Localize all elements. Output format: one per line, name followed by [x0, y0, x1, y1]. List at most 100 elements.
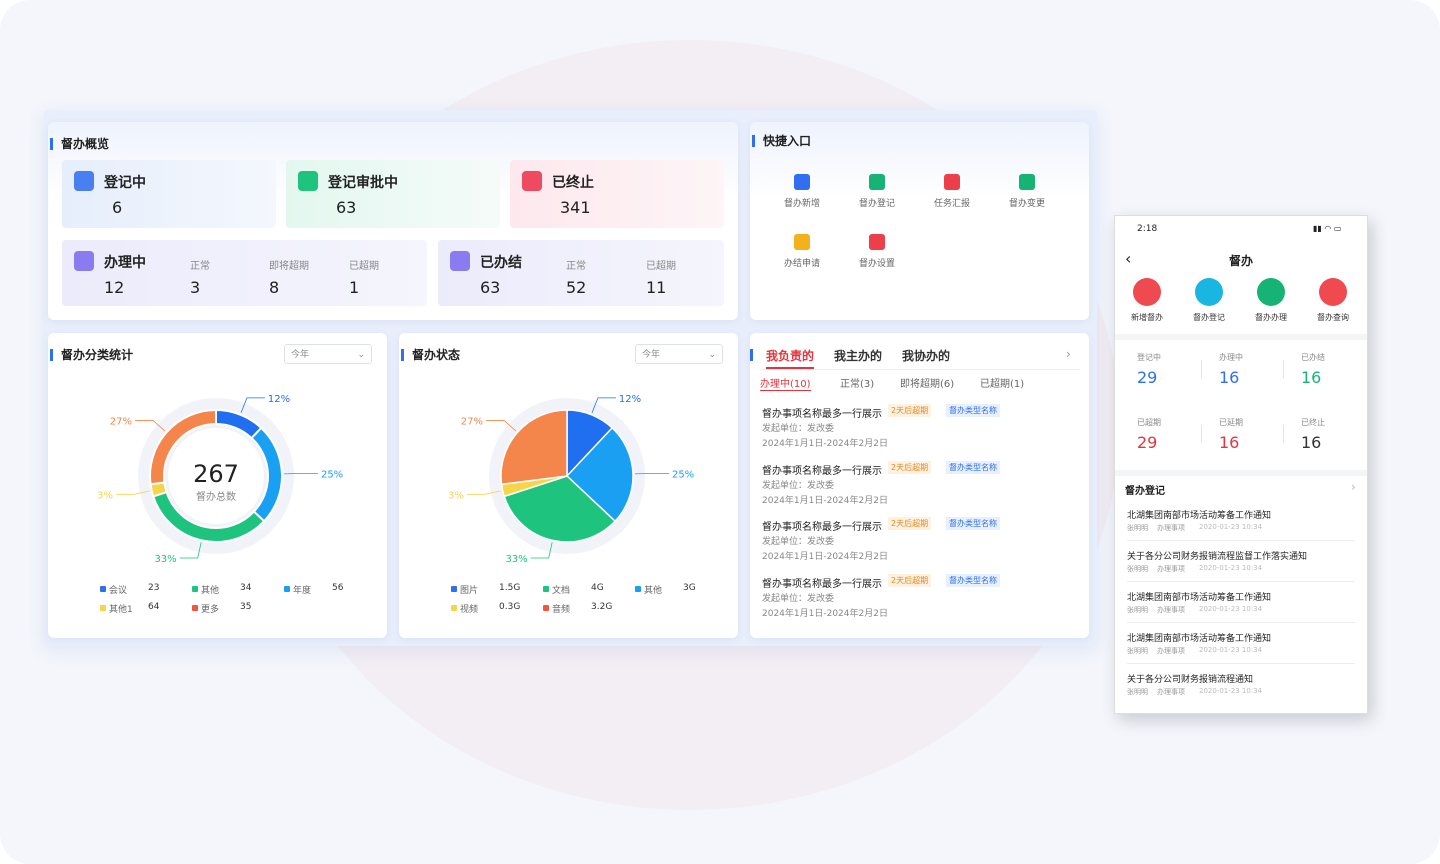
icon	[1195, 278, 1223, 306]
icon	[450, 251, 470, 271]
card-value: 12	[104, 278, 125, 297]
quick-label: 任务汇报	[933, 199, 970, 209]
quick-entry[interactable]: 办结申请	[772, 234, 832, 274]
icon	[869, 234, 885, 250]
quick-label: 督办新增	[783, 199, 820, 209]
phone-title: 督办	[1228, 254, 1253, 268]
task-title: 督办事项名称最多一行展示	[762, 522, 882, 533]
quick-entry[interactable]: 督办设置	[847, 234, 907, 274]
overview-panel: 督办概览 登记中 6 登记审批中 63 已终止 341 办理中 12 正常 3 即将超期 8 已超期 1 已办…	[48, 122, 738, 320]
type-tag: 督办类型名称	[946, 404, 1000, 417]
item-divider	[1127, 540, 1355, 541]
quick-entry[interactable]: 督办变更	[997, 174, 1057, 214]
list-item[interactable]: 关于各分公司财务报销流程监督工作落实通知 张明明 办理事项 2020-01-23 10…	[1127, 549, 1355, 585]
task-item[interactable]: 督办事项名称最多一行展示 2天后超期 督办类型名称 发起单位：发改委 2024年1月1日…	[762, 404, 1077, 455]
legend-dot	[451, 586, 457, 592]
back-button[interactable]: ‹	[1125, 249, 1132, 268]
item-person: 张明明	[1127, 647, 1148, 655]
item-kind: 办理事项	[1157, 524, 1185, 532]
phone-header: 2:18 ▮▮ ◠ ▭ ‹ 督办 新增督办 督办登记 督办办理 督办查询	[1115, 216, 1367, 334]
phone-action[interactable]: 督办登记	[1181, 278, 1237, 326]
card-label: 登记审批中	[328, 175, 398, 191]
card-label: 登记中	[104, 175, 146, 191]
chart-segment	[500, 409, 568, 486]
card-label: 已办结	[480, 255, 522, 271]
icon	[74, 171, 94, 191]
percent-label: 3%	[448, 490, 464, 501]
task-title: 督办事项名称最多一行展示	[762, 465, 882, 477]
legend-value: 34	[240, 583, 252, 593]
quick-entry[interactable]: 任务汇报	[922, 174, 982, 214]
more-arrow: ›	[1066, 347, 1071, 361]
task-period: 2024年1月1日-2024年2月2日	[762, 552, 888, 562]
task-unit: 发起单位：发改委	[762, 593, 835, 604]
period-select[interactable]: 今年 ⌄	[284, 344, 372, 364]
card-label: 办理中	[104, 255, 146, 271]
task-unit: 发起单位：发改委	[762, 480, 835, 491]
item-person: 张明明	[1127, 565, 1148, 573]
subtab[interactable]: 即将超期(6)	[900, 379, 955, 390]
tab[interactable]: 我负责的	[766, 349, 815, 363]
select-text: 今年	[642, 350, 661, 360]
legend-value: 23	[148, 583, 160, 593]
task-period: 2024年1月1日-2024年2月2日	[762, 608, 888, 619]
phone-action[interactable]: 新增督办	[1119, 278, 1175, 326]
category_chart-svg: 12% 25% 33% 3% 27% 267 督办总数	[97, 394, 343, 565]
stat-label: 已终止	[1301, 418, 1325, 427]
quick-panel: 快捷入口 督办新增 督办登记 任务汇报 督办变更 办结申请 督办设置	[750, 122, 1089, 320]
select-text: 今年	[291, 350, 310, 360]
percent-label: 12%	[268, 394, 290, 405]
section-title: 督办登记	[1125, 486, 1165, 497]
card-value: 63	[336, 198, 357, 217]
percent-label: 12%	[619, 394, 641, 405]
legend-name: 文档	[552, 586, 571, 596]
card-label: 已终止	[552, 175, 594, 191]
period-select[interactable]: 今年 ⌄	[635, 344, 723, 364]
list-item[interactable]: 关于各分公司财务报销流程通知 张明明 办理事项 2020-01-23 10:34	[1127, 672, 1355, 708]
legend-name: 其他1	[109, 605, 133, 615]
divider	[760, 369, 1080, 370]
stat-label: 已超期	[646, 261, 676, 272]
percent-label: 25%	[321, 469, 343, 480]
phone-action[interactable]: 督办查询	[1305, 278, 1361, 326]
item-time: 2020-01-23 10:34	[1199, 687, 1263, 695]
task-item[interactable]: 督办事项名称最多一行展示 2天后超期 督办类型名称 发起单位：发改委 2024年1月1日…	[762, 460, 1077, 512]
phone-action[interactable]: 督办办理	[1243, 278, 1299, 326]
subtab[interactable]: 已超期(1)	[980, 379, 1025, 390]
legend-dot	[100, 605, 106, 611]
task-unit: 发起单位：发改委	[762, 424, 835, 434]
tab[interactable]: 我主办的	[834, 349, 883, 363]
list-item[interactable]: 北湖集团南部市场活动筹备工作通知 张明明 办理事项 2020-01-23 10:34	[1127, 590, 1355, 626]
list-item[interactable]: 北湖集团南部市场活动筹备工作通知 张明明 办理事项 2020-01-23 10:34	[1127, 508, 1355, 544]
quick-entry[interactable]: 督办登记	[847, 174, 907, 214]
subtab[interactable]: 办理中(10)	[760, 375, 811, 391]
tab-underline	[766, 367, 814, 369]
status-icons: ▮▮ ◠ ▭	[1313, 224, 1342, 233]
panel-title: 督办状态	[401, 349, 460, 361]
item-title: 北湖集团南部市场活动筹备工作通知	[1127, 634, 1272, 644]
type-tag: 督办类型名称	[946, 573, 1000, 587]
legend-name: 其他	[644, 586, 663, 596]
tab[interactable]: 我协办的	[902, 349, 951, 363]
task-title: 督办事项名称最多一行展示	[762, 578, 882, 590]
list-item[interactable]: 北湖集团南部市场活动筹备工作通知 张明明 办理事项 2020-01-23 10:34	[1127, 631, 1355, 667]
stat-label: 已超期	[349, 261, 379, 272]
item-time: 2020-01-23 10:34	[1199, 523, 1263, 531]
item-person: 张明明	[1127, 688, 1148, 696]
stat-label: 正常	[566, 261, 586, 272]
task-item[interactable]: 督办事项名称最多一行展示 2天后超期 督办类型名称 发起单位：发改委 2024年1月1日…	[762, 573, 1077, 625]
quick-entry[interactable]: 督办新增	[772, 174, 832, 214]
task-item[interactable]: 督办事项名称最多一行展示 2天后超期 督办类型名称 发起单位：发改委 2024年1月1日…	[762, 517, 1077, 568]
legend-value: 64	[148, 602, 160, 612]
legend-value: 1.5G	[499, 583, 521, 593]
quick-label: 办结申请	[783, 259, 820, 269]
legend-name: 年度	[293, 586, 312, 596]
center-value: 267	[193, 460, 239, 488]
item-kind: 办理事项	[1157, 606, 1185, 614]
leader-line	[283, 472, 318, 475]
item-divider	[1127, 622, 1355, 623]
subtab[interactable]: 正常(3)	[840, 379, 875, 390]
stat-label: 登记中	[1137, 353, 1161, 362]
legend-value: 35	[240, 602, 252, 612]
legend-value: 3.2G	[591, 602, 613, 612]
